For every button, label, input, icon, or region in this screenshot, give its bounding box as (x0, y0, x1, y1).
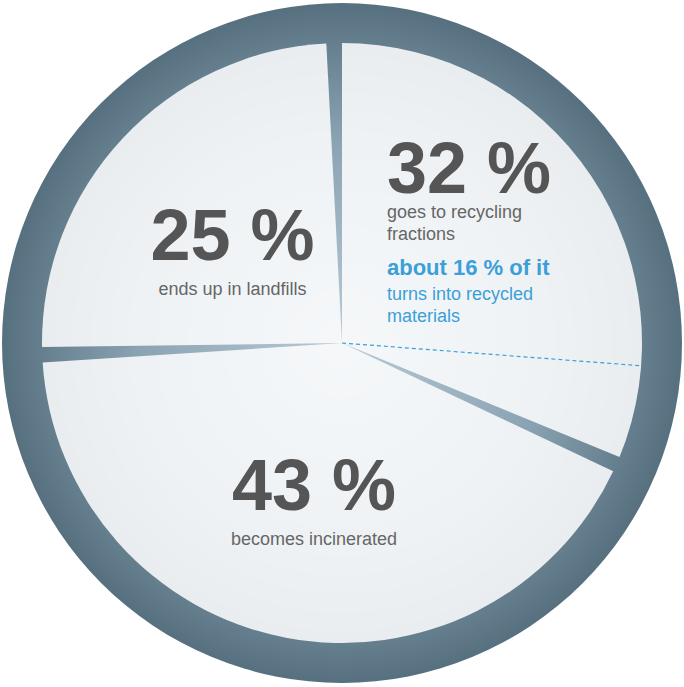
svg-text:fractions: fractions (387, 224, 455, 244)
svg-text:becomes incinerated: becomes incinerated (231, 529, 397, 549)
svg-text:about 16 % of it: about 16 % of it (387, 255, 550, 280)
svg-text:43 %: 43 % (232, 445, 396, 525)
svg-text:turns into recycled: turns into recycled (387, 284, 533, 304)
svg-text:materials: materials (387, 306, 460, 326)
svg-text:25 %: 25 % (150, 195, 314, 275)
svg-text:ends up in landfills: ends up in landfills (158, 279, 306, 299)
svg-text:goes to recycling: goes to recycling (387, 202, 522, 222)
svg-text:32 %: 32 % (387, 128, 551, 208)
